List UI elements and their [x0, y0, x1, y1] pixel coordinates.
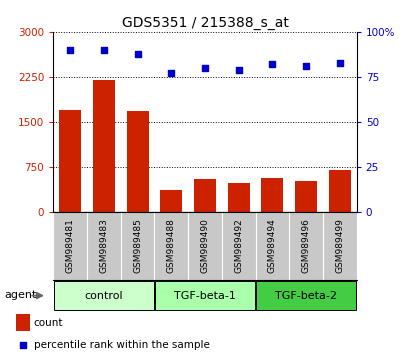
Point: [134, 51, 141, 56]
Text: GDS5351 / 215388_s_at: GDS5351 / 215388_s_at: [121, 16, 288, 30]
FancyBboxPatch shape: [256, 281, 355, 310]
FancyBboxPatch shape: [54, 281, 153, 310]
FancyBboxPatch shape: [155, 281, 254, 310]
Point: [235, 67, 241, 73]
Text: GSM989492: GSM989492: [234, 218, 243, 273]
Point: [302, 63, 309, 69]
Text: agent: agent: [4, 290, 36, 300]
Text: GSM989485: GSM989485: [133, 218, 142, 273]
Text: TGF-beta-1: TGF-beta-1: [174, 291, 235, 301]
Text: GSM989496: GSM989496: [301, 218, 310, 273]
Text: TGF-beta-2: TGF-beta-2: [274, 291, 336, 301]
Text: GSM989488: GSM989488: [166, 218, 175, 273]
Bar: [294, 181, 316, 212]
Point: [336, 60, 342, 65]
Bar: [328, 170, 350, 212]
Bar: [16, 314, 30, 331]
Bar: [261, 178, 283, 212]
Point: [20, 342, 26, 348]
Bar: [93, 80, 115, 212]
Point: [168, 70, 174, 76]
Bar: [227, 183, 249, 212]
Bar: [126, 111, 148, 212]
Text: GSM989499: GSM989499: [335, 218, 344, 273]
Point: [268, 62, 275, 67]
Bar: [59, 110, 81, 212]
Text: GSM989483: GSM989483: [99, 218, 108, 273]
Text: GSM989490: GSM989490: [200, 218, 209, 273]
Point: [67, 47, 73, 53]
Bar: [160, 190, 182, 212]
Text: GSM989481: GSM989481: [65, 218, 74, 273]
Text: control: control: [84, 291, 123, 301]
Bar: [193, 179, 216, 212]
Text: count: count: [34, 318, 63, 327]
Text: percentile rank within the sample: percentile rank within the sample: [34, 339, 209, 350]
Point: [100, 47, 107, 53]
Text: GSM989494: GSM989494: [267, 218, 276, 273]
Point: [201, 65, 208, 71]
